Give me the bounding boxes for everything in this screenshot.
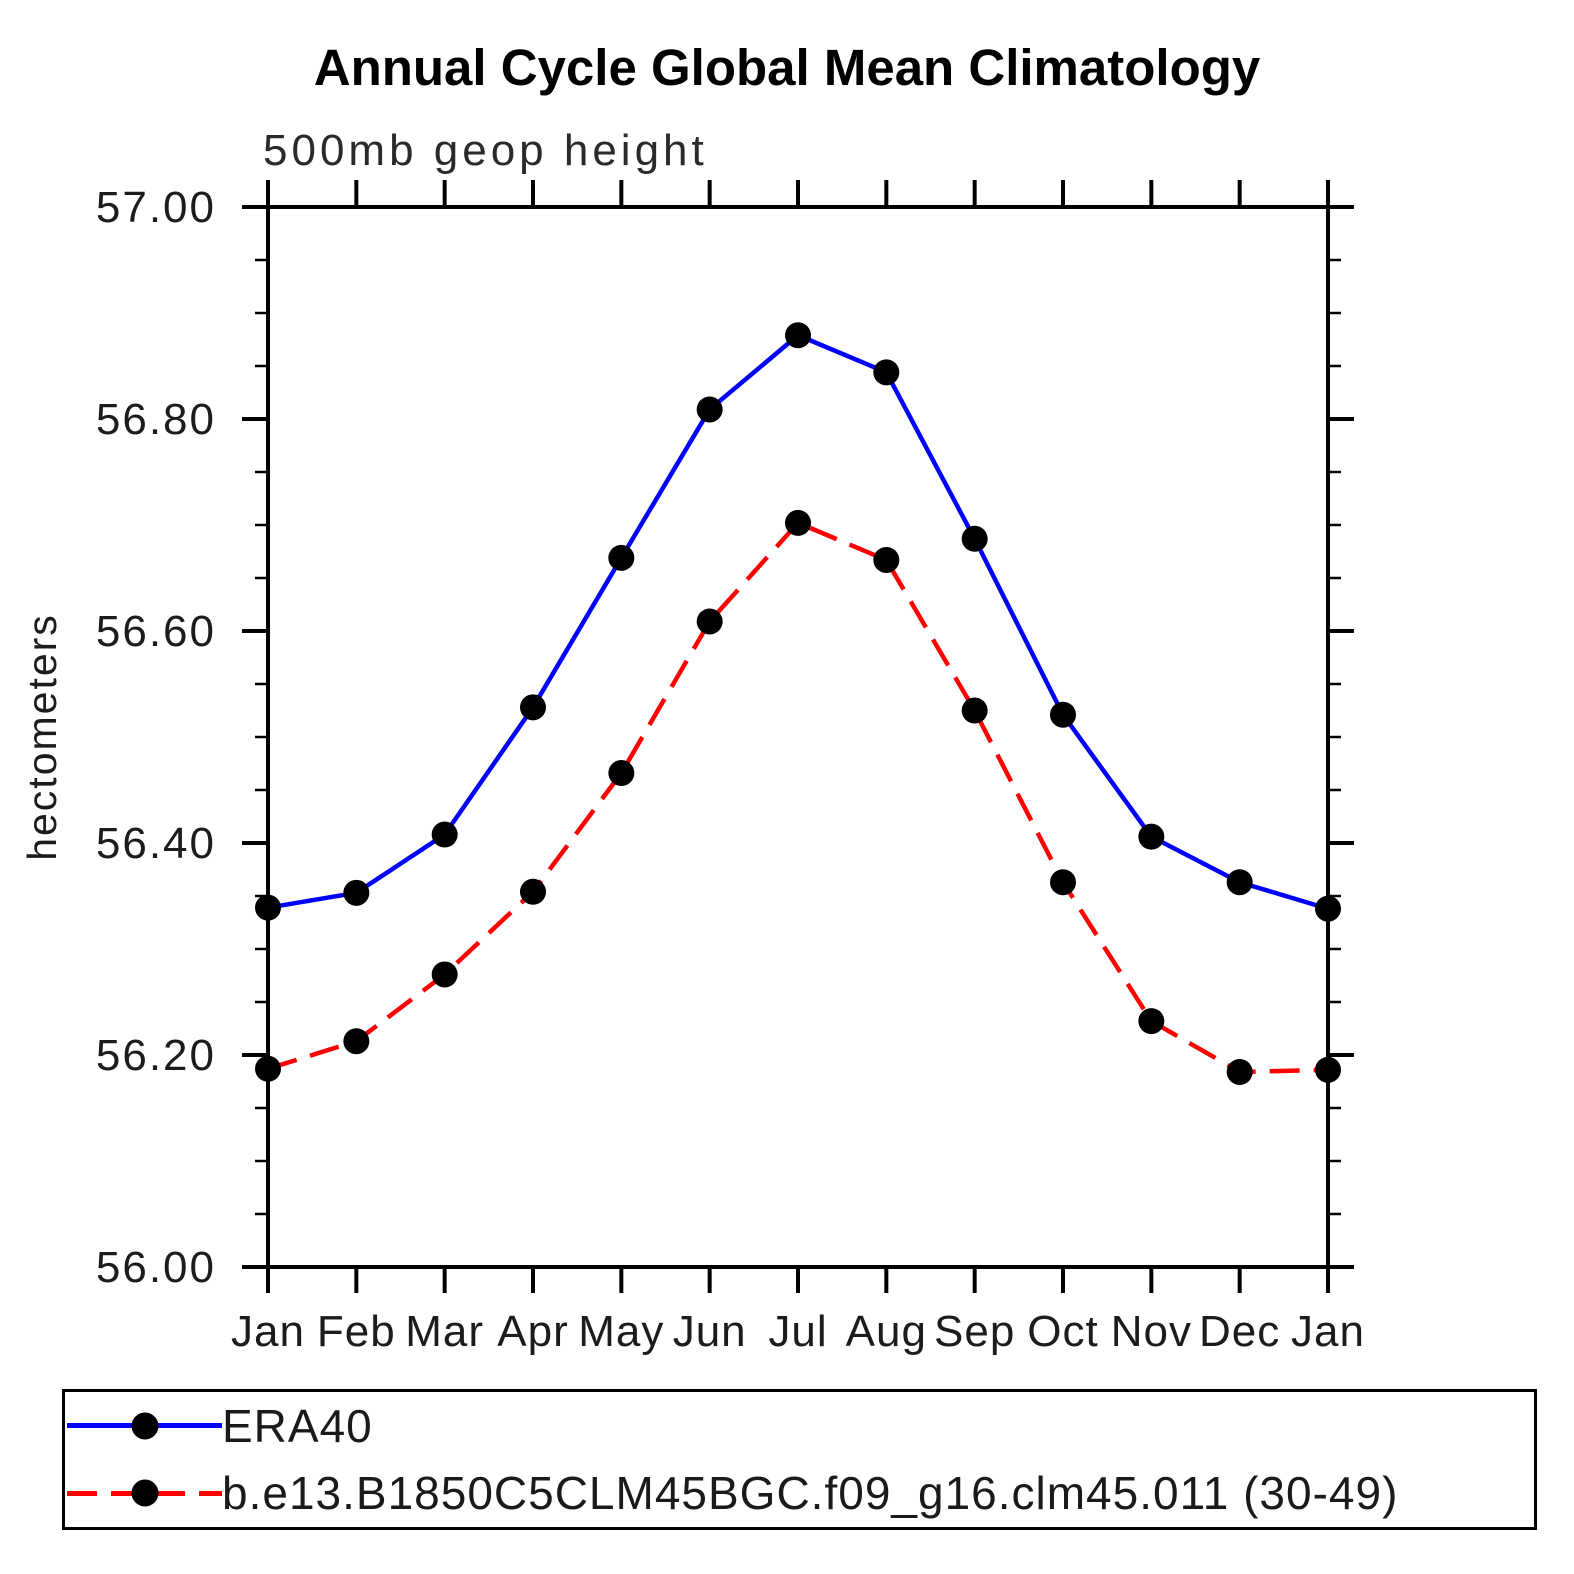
y-tick-label: 56.40 [96,819,216,868]
chart-subtitle: 500mb geop height [263,126,708,175]
model-point-nov-10 [1138,1008,1165,1035]
x-tick-label: Sep [934,1307,1015,1356]
model-point-mar-2 [431,961,458,988]
era40-point-jan-0 [255,894,281,921]
era40-point-nov-10 [1138,823,1165,850]
y-tick-label: 57.00 [96,183,216,232]
model-point-apr-3 [520,878,546,905]
model-marker-dot [131,1479,158,1507]
model-point-jan-0 [255,1055,281,1082]
x-tick-label: Jan [1291,1307,1365,1356]
x-tick-label: Oct [1027,1307,1098,1356]
model-line-swatch [67,1479,222,1507]
model-point-jan-12 [1315,1056,1341,1083]
model-point-jun-5 [696,608,723,635]
x-tick-label: Jan [231,1307,305,1356]
era40-point-dec-11 [1226,869,1253,896]
era40-point-mar-2 [431,821,458,848]
legend-entry-model: b.e13.B1850C5CLM45BGC.f09_g16.clm45.011 … [65,1461,1534,1525]
x-tick-label: Jun [673,1307,747,1356]
era40-point-oct-9 [1050,701,1076,728]
y-tick-label: 56.00 [96,1243,216,1292]
x-tick-label: May [578,1307,664,1356]
x-tick-label: Apr [497,1307,568,1356]
era40-line [267,333,1329,911]
era40-line-swatch [67,1412,222,1440]
x-tick-label: Mar [405,1307,484,1356]
y-tick-label: 56.20 [96,1031,216,1080]
x-tick-label: Feb [317,1307,396,1356]
model-point-feb-1 [343,1028,370,1055]
era40-point-jan-12 [1315,895,1341,922]
legend: ERA40 b.e13.B1850C5CLM45BGC.f09_g16.clm4… [62,1389,1537,1530]
model-point-oct-9 [1050,869,1076,896]
x-tick-label: Jul [768,1307,827,1356]
plot-frame [266,205,1330,1269]
era40-marker-dot [131,1412,158,1440]
chart-title: Annual Cycle Global Mean Climatology [313,39,1261,96]
y-axis-label: hectometers [19,613,65,861]
era40-point-feb-1 [343,879,370,906]
y-tick-label: 56.80 [96,395,216,444]
y-tick-label: 56.60 [96,607,216,656]
era40-point-aug-7 [873,359,900,386]
model-line [267,520,1329,1075]
era40-point-apr-3 [520,694,546,721]
legend-label-model: b.e13.B1850C5CLM45BGC.f09_g16.clm45.011 … [222,1467,1399,1520]
x-tick-label: Aug [846,1307,927,1356]
era40-point-jun-5 [696,396,723,423]
x-tick-label: Dec [1199,1307,1280,1356]
era40-point-sep-8 [961,525,988,552]
legend-label-era40: ERA40 [222,1399,373,1452]
x-tick-label: Nov [1111,1307,1192,1356]
model-point-aug-7 [873,546,900,573]
era40-point-may-4 [608,544,635,571]
model-point-may-4 [608,760,635,787]
model-point-sep-8 [961,697,988,724]
era40-point-jul-6 [785,322,811,349]
model-point-dec-11 [1226,1058,1253,1085]
legend-entry-era40: ERA40 [65,1394,1534,1458]
model-point-jul-6 [785,509,811,536]
